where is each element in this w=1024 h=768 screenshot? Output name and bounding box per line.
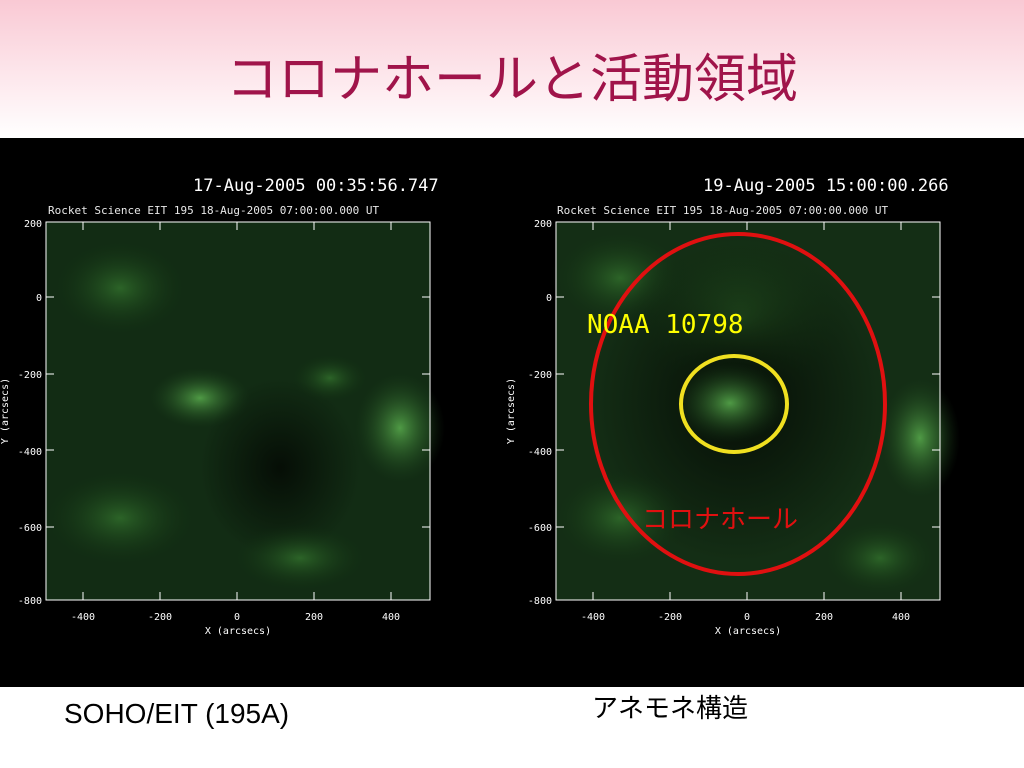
coronal-hole-ring	[589, 232, 887, 576]
left-timestamp: 17-Aug-2005 00:35:56.747	[193, 176, 439, 196]
left-eit-image: 17-Aug-2005 00:35:56.747 Rocket Science …	[0, 176, 445, 637]
right-eit-image: 19-Aug-2005 15:00:00.266 Rocket Science …	[506, 176, 960, 637]
right-y-tick: -400	[528, 447, 552, 458]
left-y-label: Y (arcsecs)	[0, 378, 11, 444]
right-x-tick: 200	[815, 612, 833, 623]
right-x-tick: -400	[581, 612, 605, 623]
left-y-tick: -400	[18, 447, 42, 458]
left-x-tick: 200	[305, 612, 323, 623]
title-bar: コロナホールと活動領域	[0, 0, 1024, 138]
right-y-tick: -600	[528, 523, 552, 534]
right-y-tick: 200	[534, 219, 552, 230]
left-y-tick: -200	[18, 370, 42, 381]
left-y-tick: 0	[36, 293, 42, 304]
active-region-label: NOAA 10798	[587, 310, 744, 340]
right-y-tick: -200	[528, 370, 552, 381]
slide-title: コロナホールと活動領域	[225, 50, 798, 110]
left-y-tick: -600	[18, 523, 42, 534]
right-x-tick: -200	[658, 612, 682, 623]
right-timestamp: 19-Aug-2005 15:00:00.266	[703, 176, 949, 196]
right-y-tick: 0	[546, 293, 552, 304]
active-region-ring	[679, 354, 789, 454]
left-header: Rocket Science EIT 195 18-Aug-2005 07:00…	[48, 204, 380, 217]
right-header: Rocket Science EIT 195 18-Aug-2005 07:00…	[557, 204, 889, 217]
coronal-hole-label: コロナホール	[642, 505, 798, 535]
right-y-tick: -800	[528, 596, 552, 607]
right-x-tick: 0	[744, 612, 750, 623]
left-y-tick: -800	[18, 596, 42, 607]
right-y-label: Y (arcsecs)	[506, 378, 517, 444]
right-x-tick: 400	[892, 612, 910, 623]
left-y-tick: 200	[24, 219, 42, 230]
structure-caption: アネモネ構造	[592, 694, 749, 724]
instrument-caption: SOHO/EIT (195A)	[64, 698, 290, 729]
eit-images: 17-Aug-2005 00:35:56.747 Rocket Science …	[0, 176, 960, 637]
left-x-label: X (arcsecs)	[205, 626, 271, 637]
left-x-tick: -400	[71, 612, 95, 623]
left-x-tick: 0	[234, 612, 240, 623]
right-x-label: X (arcsecs)	[715, 626, 781, 637]
left-x-tick: 400	[382, 612, 400, 623]
left-x-tick: -200	[148, 612, 172, 623]
